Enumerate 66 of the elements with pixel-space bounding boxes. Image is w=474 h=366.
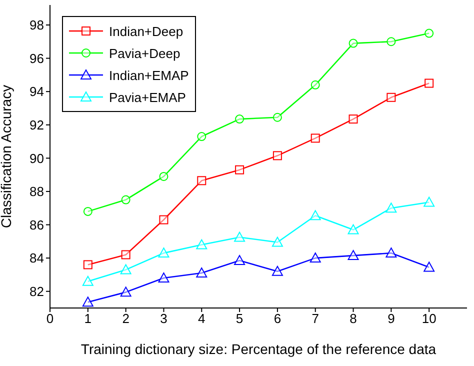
- point: [348, 114, 358, 124]
- legend-label: Indian+Deep: [109, 24, 184, 38]
- point: [159, 215, 168, 224]
- legend-label: Indian+EMAP: [109, 68, 189, 82]
- point: [386, 37, 396, 46]
- x-tick-label: 7: [312, 311, 319, 326]
- y-tick-label: 86: [30, 217, 44, 232]
- point: [196, 239, 208, 250]
- point: [386, 92, 396, 102]
- point: [386, 202, 397, 213]
- point: [272, 266, 283, 276]
- point: [348, 224, 359, 234]
- point: [235, 114, 244, 124]
- point: [310, 80, 320, 90]
- point: [121, 250, 130, 260]
- point: [158, 272, 170, 283]
- point: [424, 78, 434, 88]
- y-tick-label: 88: [30, 184, 44, 200]
- point: [348, 38, 358, 48]
- x-tick-label: 8: [350, 311, 357, 326]
- point: [272, 236, 283, 247]
- point: [310, 134, 320, 143]
- point: [82, 296, 94, 307]
- y-tick-label: 84: [30, 250, 44, 266]
- point: [197, 176, 206, 186]
- y-tick-label: 94: [30, 84, 44, 100]
- x-tick-label: 6: [274, 311, 282, 326]
- x-tick-label: 1: [84, 311, 92, 326]
- x-tick-label: 9: [388, 311, 395, 326]
- point: [386, 248, 397, 258]
- point: [158, 248, 170, 258]
- point: [83, 206, 92, 216]
- point: [272, 151, 282, 160]
- point: [82, 276, 94, 286]
- x-tick-label: 5: [236, 311, 244, 326]
- point: [310, 210, 321, 220]
- y-tick-label: 90: [30, 150, 44, 166]
- point: [272, 112, 282, 122]
- point: [235, 165, 244, 174]
- point: [310, 252, 321, 263]
- point: [196, 268, 208, 278]
- x-tick-label: 2: [122, 311, 130, 326]
- point: [424, 196, 435, 207]
- point: [348, 250, 359, 260]
- x-tick-label: 10: [422, 311, 436, 326]
- point: [120, 286, 132, 297]
- point: [234, 232, 246, 242]
- point: [120, 264, 132, 274]
- x-tick-label: 3: [160, 311, 168, 326]
- y-tick-label: 98: [30, 18, 44, 33]
- x-tick-label: 4: [198, 311, 206, 326]
- y-tick-label: 96: [30, 50, 44, 66]
- point: [424, 28, 434, 38]
- y-axis-title: Classification Accuracy: [0, 84, 14, 228]
- y-tick-label: 82: [30, 284, 44, 299]
- point: [121, 195, 130, 204]
- point: [424, 262, 435, 272]
- point: [159, 172, 168, 181]
- point: [234, 255, 246, 266]
- point: [83, 260, 92, 270]
- y-tick-label: 92: [30, 117, 44, 132]
- x-tick-label: 0: [46, 311, 54, 326]
- point: [197, 132, 206, 142]
- legend-label: Pavia+EMAP: [109, 90, 186, 104]
- x-axis-title: Training dictionary size: Percentage of the reference data: [80, 341, 436, 357]
- legend-label: Pavia+Deep: [109, 46, 180, 60]
